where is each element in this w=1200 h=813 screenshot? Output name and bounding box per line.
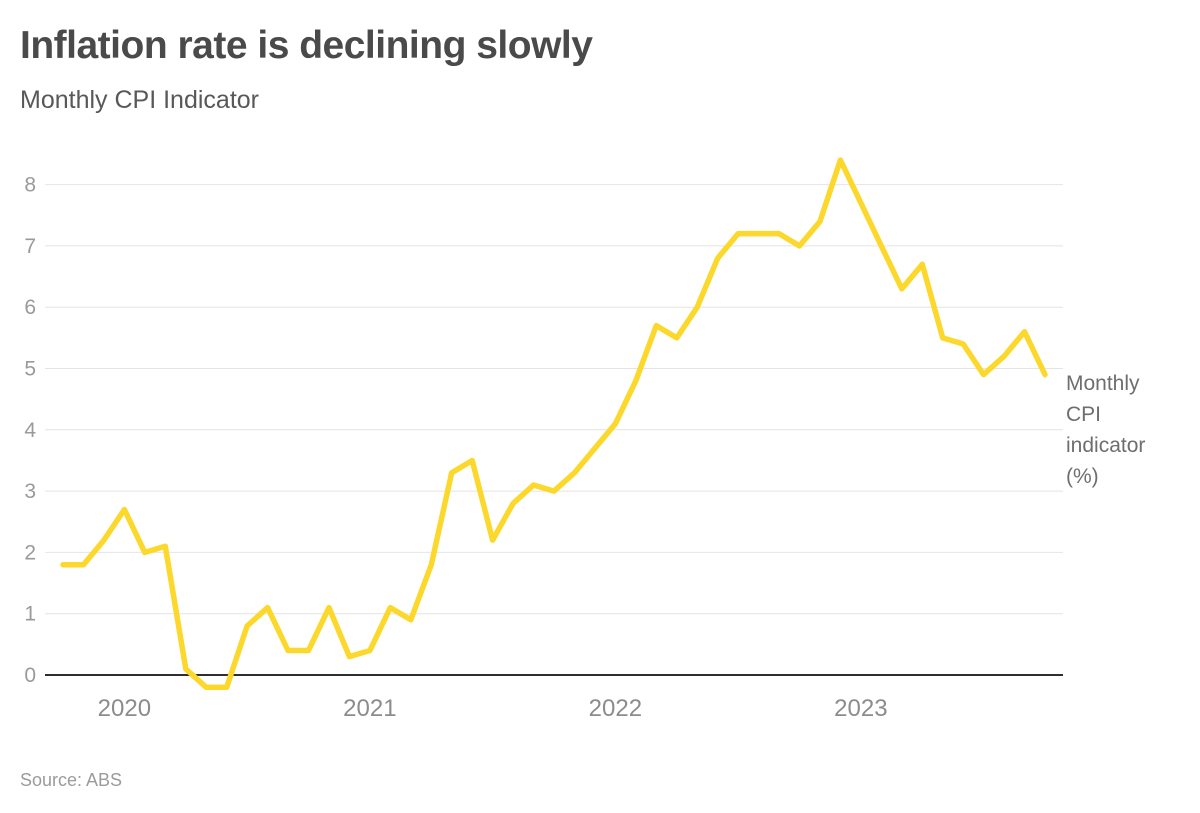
chart-subtitle: Monthly CPI Indicator	[20, 86, 259, 114]
chart-title: Inflation rate is declining slowly	[20, 24, 593, 67]
cpi-indicator-line	[60, 157, 1048, 691]
x-axis-year-label: 2023	[834, 695, 887, 722]
y-axis-tick-label: 4	[24, 419, 36, 442]
y-axis-tick-label: 2	[24, 541, 36, 564]
y-axis-tick-label: 1	[24, 603, 36, 626]
source-note: Source: ABS	[20, 770, 123, 790]
y-axis-tick-label: 6	[24, 296, 36, 319]
y-axis-tick-label: 3	[24, 480, 36, 503]
y-axis-tick-label: 0	[24, 664, 36, 687]
x-axis-year-label: 2020	[98, 695, 151, 722]
x-axis-year-label: 2021	[343, 695, 396, 722]
y-axis-tick-label: 5	[24, 358, 36, 381]
y-axis-tick-label: 7	[24, 235, 36, 258]
y-axis-tick-label: 8	[24, 174, 36, 197]
series-direct-label: Monthly CPI indicator (%)	[1066, 372, 1146, 488]
x-axis-year-label: 2022	[589, 695, 642, 722]
